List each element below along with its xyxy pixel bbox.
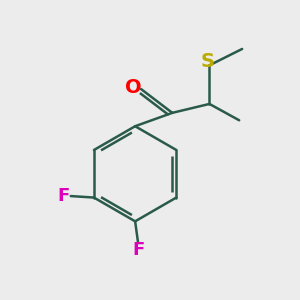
Text: F: F	[132, 241, 144, 259]
Text: F: F	[58, 187, 70, 205]
Text: S: S	[201, 52, 215, 71]
Text: O: O	[125, 78, 142, 97]
